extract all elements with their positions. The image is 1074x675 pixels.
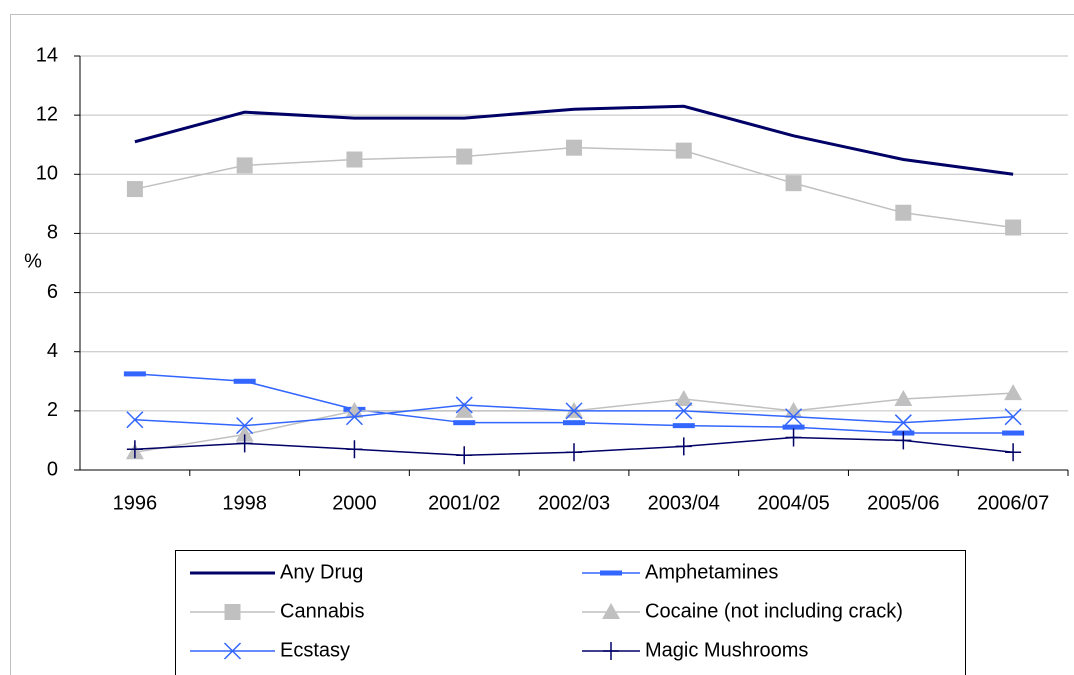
legend bbox=[175, 550, 966, 675]
data-point bbox=[236, 417, 254, 435]
data-point bbox=[233, 378, 256, 384]
data-point bbox=[1005, 219, 1022, 236]
data-point bbox=[126, 181, 143, 198]
y-tick-label: 10 bbox=[36, 163, 58, 185]
x-tick-label: 1996 bbox=[113, 492, 158, 514]
data-point bbox=[894, 390, 913, 407]
legend-marker bbox=[603, 642, 619, 660]
data-point bbox=[782, 424, 805, 430]
data-point bbox=[563, 420, 585, 426]
y-axis-label: % bbox=[24, 250, 42, 272]
data-point bbox=[675, 142, 692, 159]
x-tick-label: 2001/02 bbox=[428, 492, 500, 514]
data-point bbox=[236, 434, 253, 453]
y-tick-label: 14 bbox=[36, 44, 58, 66]
data-point bbox=[236, 157, 253, 174]
data-point bbox=[672, 423, 695, 429]
data-point bbox=[1004, 384, 1023, 401]
data-point bbox=[1004, 408, 1022, 426]
legend-label: Amphetamines bbox=[645, 561, 778, 583]
y-tick-label: 4 bbox=[47, 340, 58, 362]
legend-marker bbox=[600, 570, 622, 576]
x-tick-label: 2000 bbox=[332, 492, 377, 514]
legend-marker bbox=[223, 642, 242, 660]
data-point bbox=[566, 139, 582, 156]
x-tick-label: 2003/04 bbox=[648, 492, 720, 514]
series-line bbox=[134, 104, 1014, 176]
data-point bbox=[1005, 443, 1022, 462]
y-tick-label: 12 bbox=[36, 103, 58, 125]
x-tick-label: 1998 bbox=[222, 492, 267, 514]
data-point bbox=[456, 446, 473, 465]
data-point bbox=[785, 428, 802, 447]
data-point bbox=[785, 175, 802, 192]
data-point bbox=[566, 443, 582, 462]
y-tick-label: 2 bbox=[47, 399, 58, 421]
data-point bbox=[784, 401, 803, 418]
data-point bbox=[453, 420, 476, 426]
data-point bbox=[456, 148, 473, 165]
legend-label: Cannabis bbox=[280, 600, 365, 622]
legend-label: Any Drug bbox=[280, 561, 363, 583]
data-point bbox=[455, 401, 474, 418]
legend-label: Magic Mushrooms bbox=[645, 639, 808, 661]
legend-label: Cocaine (not including crack) bbox=[645, 600, 903, 622]
data-point bbox=[565, 402, 583, 420]
data-point bbox=[895, 431, 912, 450]
x-tick-label: 2002/03 bbox=[538, 492, 610, 514]
data-point bbox=[235, 425, 254, 442]
data-point bbox=[346, 440, 363, 459]
data-point bbox=[126, 411, 144, 429]
data-point bbox=[895, 204, 912, 221]
data-point bbox=[345, 401, 364, 418]
y-tick-label: 0 bbox=[47, 458, 58, 480]
data-point bbox=[345, 408, 363, 426]
data-point bbox=[675, 437, 692, 456]
data-point bbox=[674, 390, 693, 407]
data-point bbox=[346, 151, 363, 168]
legend-label: Ecstasy bbox=[280, 639, 350, 661]
data-point bbox=[126, 440, 143, 459]
y-tick-label: 6 bbox=[47, 281, 58, 303]
x-tick-label: 2004/05 bbox=[757, 492, 829, 514]
data-point bbox=[1002, 430, 1025, 436]
x-tick-label: 2006/07 bbox=[977, 492, 1049, 514]
data-point bbox=[785, 408, 803, 426]
legend-marker bbox=[602, 603, 620, 619]
y-tick-label: 8 bbox=[47, 222, 58, 244]
data-point bbox=[675, 402, 693, 420]
data-point bbox=[894, 414, 912, 432]
x-tick-label: 2005/06 bbox=[867, 492, 939, 514]
data-point bbox=[455, 396, 473, 414]
legend-marker bbox=[224, 604, 241, 620]
data-point bbox=[123, 371, 146, 377]
